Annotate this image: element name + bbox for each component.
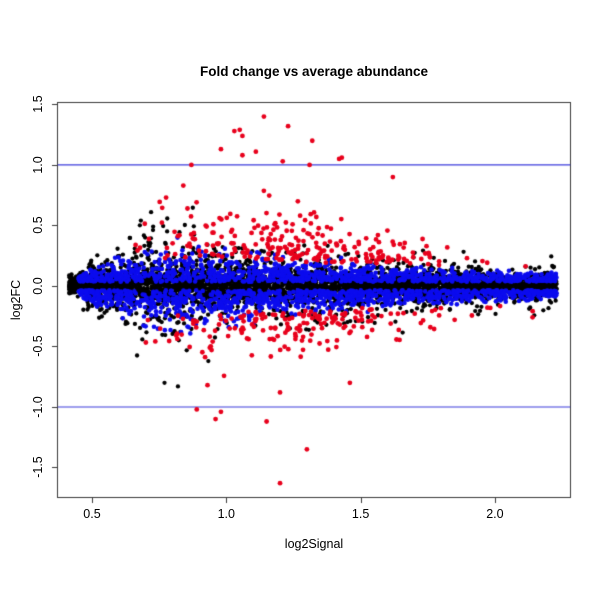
y-axis-tick-label: -1.5 — [31, 456, 45, 479]
y-axis-tick-label: -0.5 — [31, 335, 45, 358]
x-axis-tick-label: 0.5 — [83, 507, 101, 521]
x-axis-label: log2Signal — [284, 537, 344, 551]
y-axis-tick-label: 0.0 — [31, 277, 45, 295]
x-axis-tick-label: 1.0 — [217, 507, 235, 521]
x-axis-tick-label: 1.5 — [351, 507, 370, 521]
y-axis-tick-label: 1.0 — [31, 156, 45, 174]
y-axis-tick-label: -1.0 — [31, 396, 45, 418]
x-axis-tick-label: 2.0 — [486, 507, 504, 521]
y-axis-tick-label: 0.5 — [31, 216, 45, 235]
y-axis-label: log2FC — [9, 279, 23, 321]
y-axis-tick-label: 1.5 — [31, 95, 45, 114]
chart-title: Fold change vs average abundance — [199, 64, 429, 79]
